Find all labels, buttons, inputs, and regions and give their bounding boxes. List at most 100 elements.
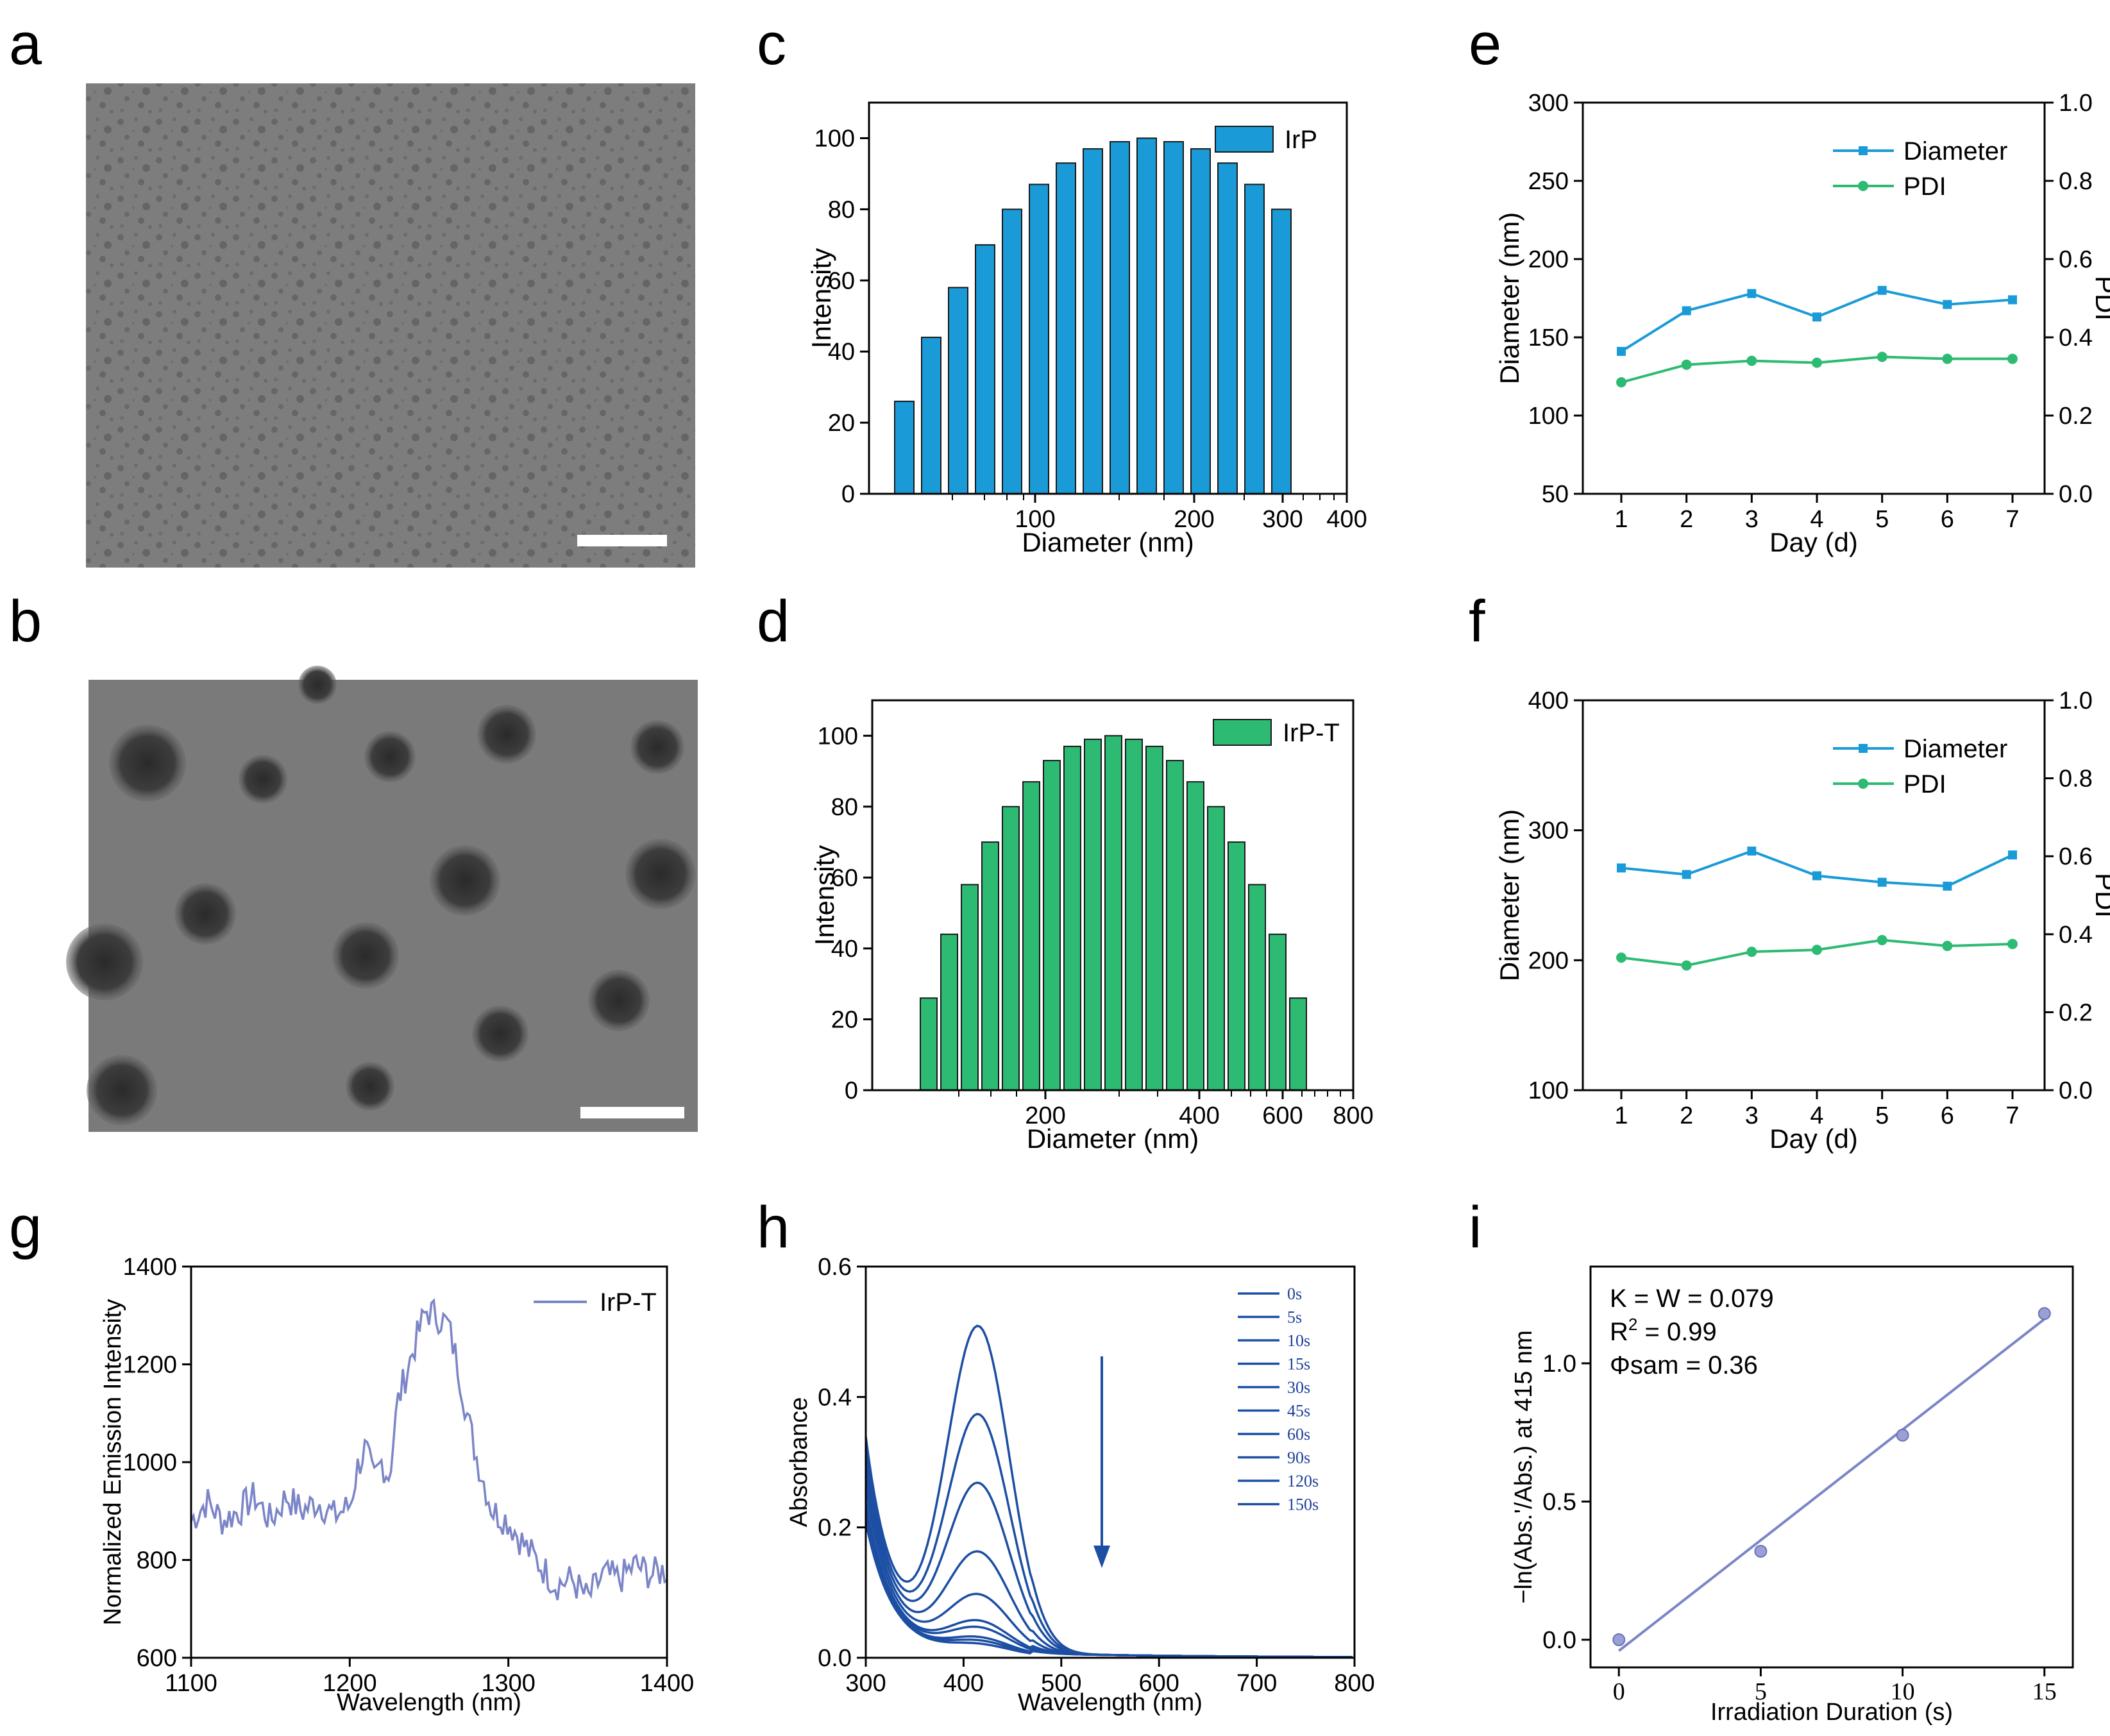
legend-swatch xyxy=(1215,126,1274,153)
y-tick-label: 800 xyxy=(137,1547,177,1574)
x-tick-label: 2 xyxy=(1680,1102,1693,1129)
y-tick-label: 0.4 xyxy=(818,1384,852,1411)
y2-tick-label: 1.0 xyxy=(2059,90,2093,117)
y-tick-label: 200 xyxy=(1528,246,1569,273)
diameter-point xyxy=(1812,871,1821,881)
x-tick-label: 1300 xyxy=(481,1670,536,1697)
legend-label: 60s xyxy=(1287,1425,1310,1444)
panel-label-c: c xyxy=(757,12,786,77)
histogram-bar xyxy=(1056,162,1076,495)
y2-tick-label: 0.8 xyxy=(2059,766,2093,793)
linear-fit-line xyxy=(1618,1318,2045,1652)
x-tick-label: 700 xyxy=(1236,1670,1277,1697)
pdi-point xyxy=(1681,960,1692,971)
pdi-point xyxy=(1746,947,1757,957)
x-tick-label: 15 xyxy=(2032,1678,2057,1705)
y2-tick-label: 0.2 xyxy=(2059,403,2093,430)
x-tick-label: 200 xyxy=(1174,506,1214,533)
legend-label: IrP-T xyxy=(1283,719,1340,747)
x-tick-label: 3 xyxy=(1745,506,1759,533)
y-tick-label: 0 xyxy=(845,1077,858,1104)
histogram-bar xyxy=(1244,183,1265,494)
histogram-bar xyxy=(894,400,915,494)
legend-label: 90s xyxy=(1287,1449,1310,1467)
x-axis-label: Diameter (nm) xyxy=(1027,1124,1199,1154)
y-tick-label: 400 xyxy=(1528,687,1569,714)
data-point xyxy=(1896,1428,1909,1442)
y-tick-label: 1000 xyxy=(122,1449,177,1476)
y-tick-label: 200 xyxy=(1528,947,1569,974)
absorbance-series-line xyxy=(865,1413,1353,1658)
x-tick-label: 600 xyxy=(1138,1670,1179,1697)
x-tick-label: 500 xyxy=(1041,1670,1081,1697)
x-tick-label: 4 xyxy=(1810,506,1823,533)
legend-marker xyxy=(1859,744,1868,753)
x-tick-label: 800 xyxy=(1333,1102,1373,1129)
pdi-point xyxy=(1616,952,1626,963)
y-axis-label: Diameter (nm) xyxy=(1494,212,1524,384)
x-axis-label: Wavelength (nm) xyxy=(1018,1689,1203,1716)
y-tick-label: 50 xyxy=(1542,481,1569,508)
y-tick-label: 250 xyxy=(1528,168,1569,195)
r-squared-value: = 0.99 xyxy=(1637,1318,1716,1346)
y2-axis-label: PDI xyxy=(2090,276,2110,321)
x-tick-label: 7 xyxy=(2005,506,2019,533)
panel-label-i: i xyxy=(1469,1195,1481,1260)
y-tick-label: 100 xyxy=(818,723,858,750)
diameter-series-line xyxy=(1621,849,2013,888)
legend-marker xyxy=(1859,146,1868,155)
y2-tick-label: 0.0 xyxy=(2059,1077,2093,1104)
y-tick-label: 40 xyxy=(828,339,855,366)
pdi-point xyxy=(1877,351,1887,362)
legend-label: PDI xyxy=(1903,173,1946,201)
x-tick-label: 7 xyxy=(2005,1102,2019,1129)
y-tick-label: 0.0 xyxy=(818,1645,852,1672)
histogram-bar xyxy=(1248,884,1266,1091)
histogram-bar xyxy=(921,337,941,494)
diameter-point xyxy=(1943,299,1952,309)
plot-frame xyxy=(871,699,1355,1091)
annotation-k-value: K = W = 0.079 xyxy=(1610,1285,1774,1313)
histogram-bar xyxy=(1002,805,1020,1091)
scale-bar-b xyxy=(580,1107,684,1118)
x-tick-label: 5 xyxy=(1875,1102,1889,1129)
diameter-point xyxy=(1747,847,1757,856)
legend-label: 30s xyxy=(1287,1378,1310,1397)
chart-d-irpt-size-distribution: 0 20 40 60 80 100 200 400 600 800 Diameter (nm) Int… xyxy=(809,699,1374,1154)
histogram-bar xyxy=(1104,735,1122,1091)
x-tick-label: 800 xyxy=(1334,1670,1374,1697)
x-tick-label: 600 xyxy=(1262,1102,1303,1129)
absorbance-series-line xyxy=(865,1522,1353,1658)
emission-series-line xyxy=(190,1297,668,1601)
chart-c-irp-size-distribution: 0 20 40 60 80 100 100 200 300 400 Diameter (nm) Int… xyxy=(806,101,1367,557)
histogram-bar xyxy=(920,997,938,1091)
legend-label: 15s xyxy=(1287,1355,1310,1374)
pdi-point xyxy=(2007,939,2018,949)
pdi-point xyxy=(1942,353,1953,364)
diameter-point xyxy=(1617,346,1626,356)
y2-tick-label: 0.0 xyxy=(2059,481,2093,508)
legend-label: 150s xyxy=(1287,1496,1319,1514)
histogram-bar xyxy=(1145,745,1163,1091)
x-tick-label: 1 xyxy=(1614,506,1628,533)
x-axis-label: Day (d) xyxy=(1769,1124,1858,1154)
y-tick-label: 0 xyxy=(841,481,855,508)
annotation-r-squared: R2 = 0.99 xyxy=(1610,1315,1717,1346)
y-tick-label: 0.2 xyxy=(818,1515,852,1542)
panel-label-h: h xyxy=(757,1195,789,1260)
r-squared-symbol: R xyxy=(1610,1318,1628,1346)
histogram-bar xyxy=(1084,738,1102,1091)
x-tick-label: 5 xyxy=(1875,506,1889,533)
x-tick-label: 1 xyxy=(1614,1102,1628,1129)
histogram-bar xyxy=(1083,148,1103,495)
y-axis-label: Intensity xyxy=(806,248,836,348)
y-tick-label: 60 xyxy=(831,864,858,891)
y-axis-label: Absorbance xyxy=(786,1397,813,1528)
decrease-arrow-head xyxy=(1093,1546,1110,1568)
x-tick-label: 1400 xyxy=(640,1670,695,1697)
x-tick-label: 2 xyxy=(1680,506,1693,533)
panel-label-d: d xyxy=(757,589,789,654)
y-tick-label: 100 xyxy=(1528,1077,1569,1104)
diameter-point xyxy=(1877,285,1887,295)
